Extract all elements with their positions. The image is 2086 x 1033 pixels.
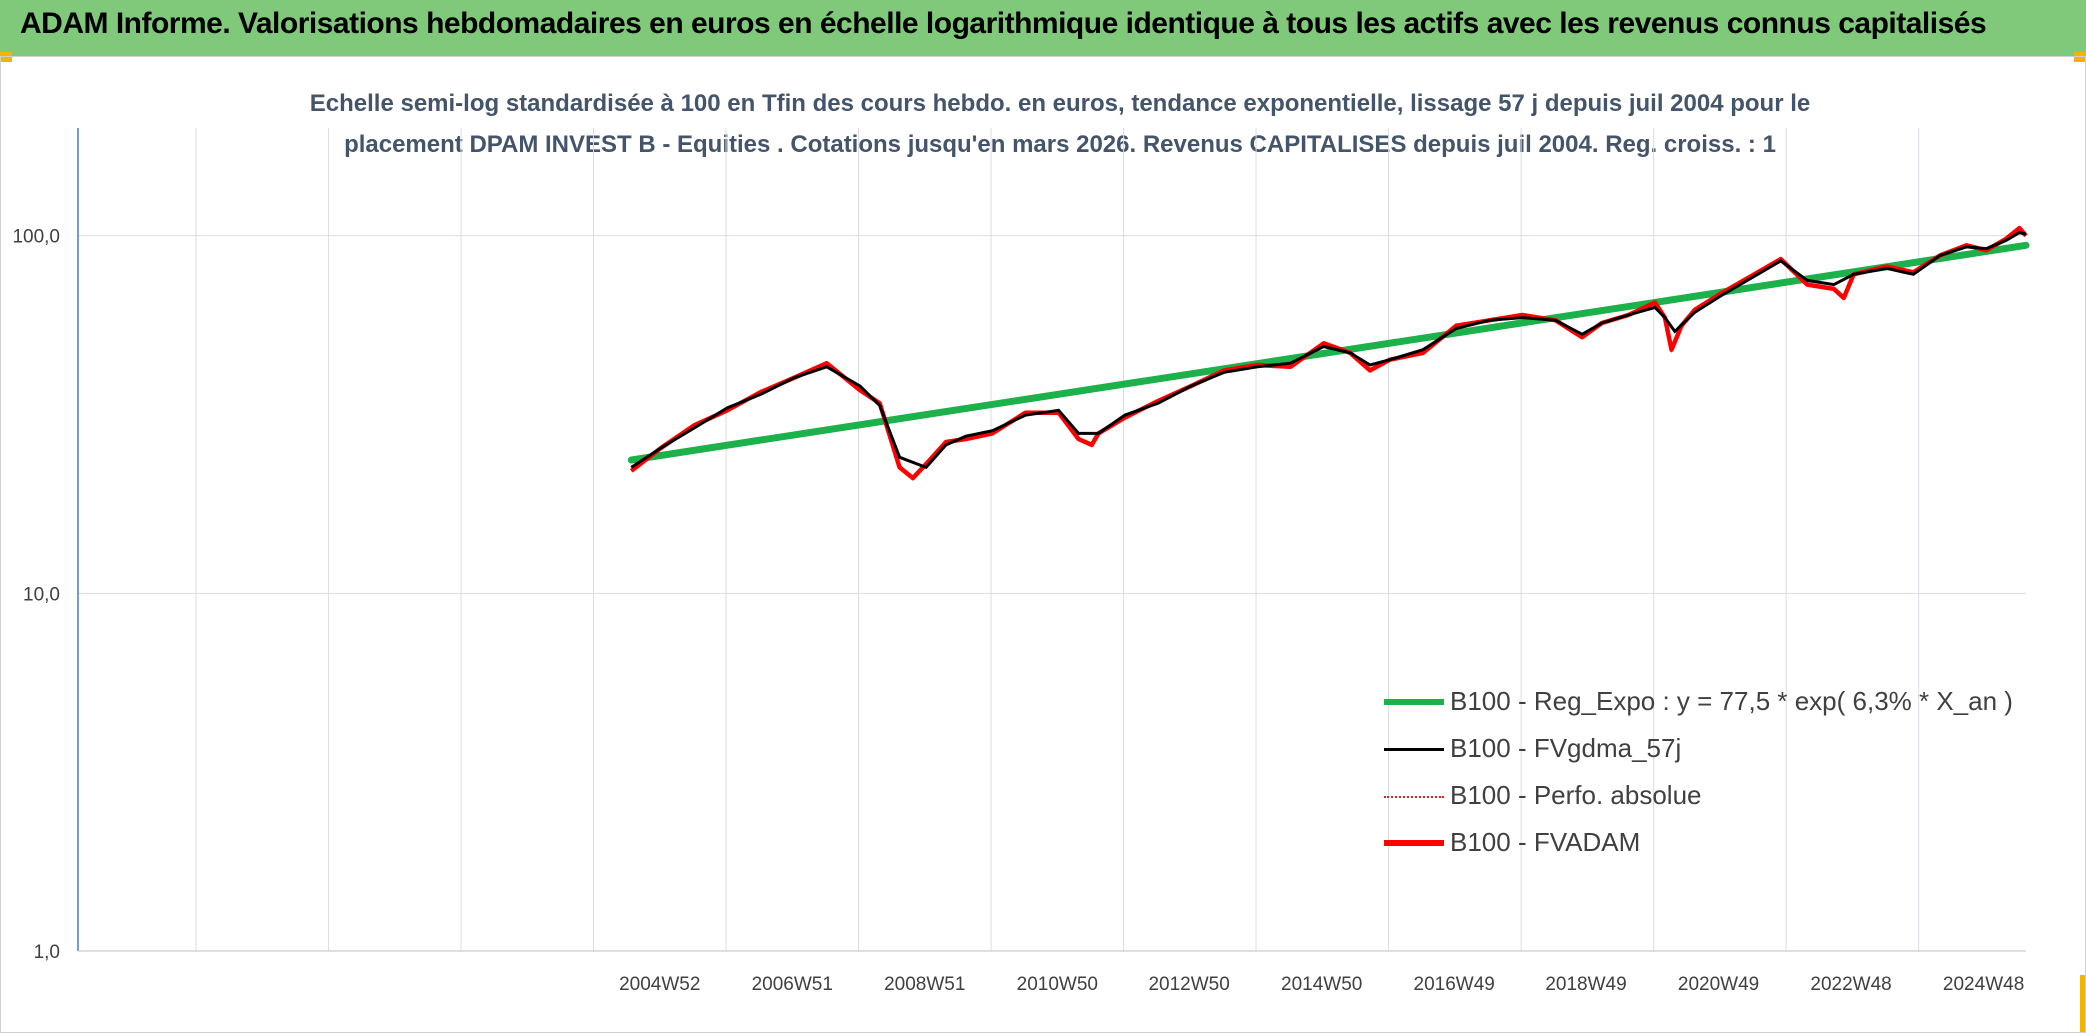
x-tick-label: 2010W50: [1017, 974, 1098, 995]
legend-swatch-absolute: [1384, 796, 1444, 798]
x-tick-label: 2020W49: [1678, 974, 1759, 995]
legend-label-absolute: B100 - Perfo. absolue: [1450, 780, 1702, 810]
x-tick-label: 2008W51: [884, 974, 965, 995]
axes: [77, 128, 2026, 952]
header-banner: ADAM Informe. Valorisations hebdomadaire…: [0, 0, 2086, 56]
corner-marker-top-left: [0, 52, 12, 62]
y-tick-label: 1,0: [34, 942, 60, 963]
legend-item-smoothed: B100 - FVgdma_57j: [1380, 727, 2020, 774]
x-tick-label: 2016W49: [1414, 974, 1495, 995]
y-tick-labels: 1,0 10,0 100,0: [12, 227, 60, 963]
chart-title-line-1: Echelle semi-log standardisée à 100 en T…: [309, 90, 1811, 117]
x-tick-label: 2024W48: [1943, 974, 2024, 995]
series-layer: [627, 225, 2030, 481]
legend-label-regression: B100 - Reg_Expo : y = 77,5 * exp( 6,3% *…: [1450, 686, 2013, 716]
legend-label-smoothed: B100 - FVgdma_57j: [1450, 733, 1682, 763]
x-tick-label: 2018W49: [1545, 974, 1626, 995]
series-line-smoothed: [630, 231, 2027, 470]
y-tick-label: 100,0: [12, 227, 60, 248]
legend-swatch-smoothed: [1384, 748, 1444, 751]
legend-item-absolute: B100 - Perfo. absolue: [1380, 774, 2020, 821]
corner-marker-top-right: [2074, 52, 2086, 62]
legend-item-regression: B100 - Reg_Expo : y = 77,5 * exp( 6,3% *…: [1380, 680, 2020, 727]
chart-title-line-2: placement DPAM INVEST B - Equities . Cot…: [344, 131, 1776, 158]
x-tick-label: 2004W52: [619, 974, 700, 995]
x-tick-labels: 2004W52 2006W51 2008W51 2010W50 2012W50 2014W…: [619, 974, 2024, 995]
legend-label-fvadam: B100 - FVADAM: [1450, 827, 1641, 857]
y-tick-label: 10,0: [23, 584, 60, 605]
x-tick-label: 2012W50: [1148, 974, 1229, 995]
page-title: ADAM Informe. Valorisations hebdomadaire…: [20, 7, 1987, 40]
x-tick-label: 2014W50: [1281, 974, 1362, 995]
corner-marker-bottom-right: [2080, 975, 2086, 1033]
legend-swatch-regression: [1384, 699, 1444, 705]
x-tick-label: 2022W48: [1810, 974, 1891, 995]
legend: B100 - Reg_Expo : y = 77,5 * exp( 6,3% *…: [1380, 680, 2020, 868]
legend-swatch-fvadam: [1384, 840, 1444, 846]
legend-item-fvadam: B100 - FVADAM: [1380, 821, 2020, 868]
series-line-fvadam: [629, 225, 2028, 481]
x-tick-label: 2006W51: [752, 974, 833, 995]
chart-title: Echelle semi-log standardisée à 100 en T…: [180, 83, 1940, 165]
vertical-gridlines: [195, 128, 1920, 951]
series-line-regression: [627, 241, 2030, 464]
